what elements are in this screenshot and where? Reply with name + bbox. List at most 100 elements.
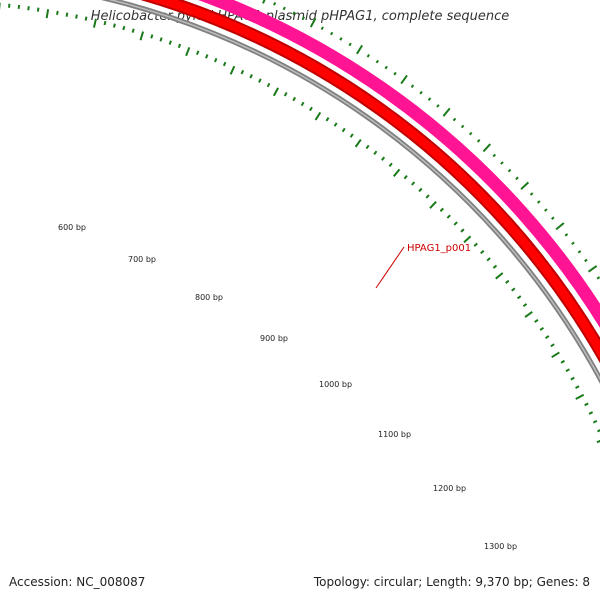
- inner-minor-tick: [550, 343, 555, 348]
- outer-minor-tick: [366, 53, 370, 58]
- outer-major-tick: [555, 222, 565, 231]
- bp-position-label: 1000 bp: [319, 380, 352, 389]
- gene-track-arc[interactable]: [0, 0, 600, 498]
- inner-minor-tick: [522, 303, 528, 308]
- inner-minor-tick: [544, 335, 550, 340]
- inner-minor-tick: [349, 133, 354, 138]
- inner-major-tick: [139, 31, 145, 41]
- inner-minor-tick: [341, 127, 346, 133]
- inner-major-tick: [575, 393, 585, 400]
- outer-minor-tick: [384, 65, 388, 70]
- inner-minor-tick: [460, 228, 465, 233]
- inner-minor-tick: [213, 57, 218, 63]
- inner-minor-tick: [575, 385, 580, 389]
- inner-minor-tick: [584, 402, 589, 407]
- outer-minor-tick: [564, 233, 569, 237]
- cds-track-arc[interactable]: [0, 0, 600, 503]
- inner-minor-tick: [418, 187, 423, 193]
- outer-major-tick: [482, 143, 492, 153]
- inner-minor-tick: [292, 96, 297, 102]
- inner-minor-tick: [505, 279, 510, 284]
- outer-tick-marks: [262, 0, 600, 280]
- bp-position-label: 600 bp: [58, 223, 86, 232]
- bp-position-label: 1200 bp: [433, 484, 466, 493]
- inner-minor-tick: [222, 61, 227, 67]
- inner-minor-tick: [17, 4, 21, 10]
- inner-major-tick: [393, 168, 401, 177]
- inner-major-tick: [596, 439, 600, 444]
- outer-minor-tick: [375, 59, 379, 64]
- inner-minor-tick: [240, 69, 245, 75]
- outer-minor-tick: [320, 26, 324, 31]
- outer-major-tick: [400, 74, 408, 85]
- inner-minor-tick: [565, 368, 570, 373]
- inner-minor-tick: [453, 221, 458, 226]
- outer-minor-tick: [292, 11, 296, 15]
- outer-minor-tick: [577, 250, 582, 254]
- outer-minor-tick: [348, 42, 352, 47]
- inner-minor-tick: [112, 23, 116, 28]
- outer-major-tick: [520, 181, 530, 190]
- outer-minor-tick: [339, 37, 343, 41]
- inner-minor-tick: [492, 264, 498, 269]
- inner-minor-tick: [570, 376, 575, 381]
- inner-major-tick: [354, 138, 362, 148]
- outer-minor-tick: [584, 258, 588, 263]
- gene-label-hpag1-p001[interactable]: HPAG1_p001: [407, 243, 471, 254]
- outer-major-tick: [356, 44, 364, 55]
- inner-minor-tick: [159, 37, 163, 42]
- inner-minor-tick: [403, 174, 408, 180]
- outer-minor-tick: [515, 176, 519, 181]
- outer-major-tick: [587, 265, 598, 273]
- outer-major-tick: [442, 107, 451, 117]
- inner-major-tick: [463, 235, 472, 244]
- inner-minor-tick: [373, 150, 378, 155]
- backbone-arc: [100, 0, 600, 384]
- inner-minor-tick: [84, 16, 88, 21]
- outer-minor-tick: [282, 6, 286, 11]
- inner-major-tick: [314, 111, 322, 121]
- inner-minor-tick: [266, 82, 271, 88]
- inner-minor-tick: [150, 34, 154, 39]
- inner-minor-tick: [388, 162, 393, 167]
- inner-minor-tick: [65, 12, 69, 17]
- bp-position-label: 1100 bp: [378, 430, 411, 439]
- inner-minor-tick: [309, 106, 313, 112]
- outer-minor-tick: [452, 117, 457, 122]
- outer-minor-tick: [301, 16, 305, 20]
- inner-major-tick: [429, 200, 437, 209]
- outer-minor-tick: [436, 104, 440, 108]
- outer-minor-tick: [550, 216, 555, 220]
- outer-minor-tick: [529, 192, 534, 196]
- bp-position-label: 900 bp: [260, 334, 288, 343]
- outer-minor-tick: [500, 161, 504, 165]
- inner-minor-tick: [381, 156, 386, 161]
- inner-minor-tick: [597, 429, 600, 433]
- outer-minor-tick: [273, 2, 277, 6]
- inner-minor-tick: [511, 287, 516, 292]
- inner-minor-tick: [300, 101, 305, 107]
- inner-minor-tick: [473, 242, 478, 247]
- inner-minor-tick: [486, 257, 491, 262]
- inner-major-tick: [229, 65, 236, 75]
- bp-position-label: 800 bp: [195, 293, 223, 302]
- gene-label-leader-line: [375, 246, 405, 289]
- inner-minor-tick: [480, 249, 485, 255]
- inner-major-tick: [92, 18, 97, 28]
- outer-minor-tick: [492, 153, 497, 158]
- inner-minor-tick: [365, 144, 370, 150]
- inner-minor-tick: [325, 117, 330, 122]
- inner-minor-tick: [122, 25, 126, 31]
- inner-minor-tick: [539, 327, 545, 331]
- inner-minor-tick: [283, 92, 288, 97]
- inner-minor-tick: [560, 359, 565, 364]
- bp-position-label: 700 bp: [128, 255, 156, 264]
- inner-minor-tick: [168, 40, 172, 45]
- inner-minor-tick: [249, 74, 253, 79]
- inner-minor-tick: [588, 411, 594, 415]
- outer-minor-tick: [330, 31, 334, 36]
- inner-major-tick: [524, 310, 533, 318]
- inner-minor-tick: [36, 7, 40, 12]
- bp-position-label: 1300 bp: [484, 542, 517, 551]
